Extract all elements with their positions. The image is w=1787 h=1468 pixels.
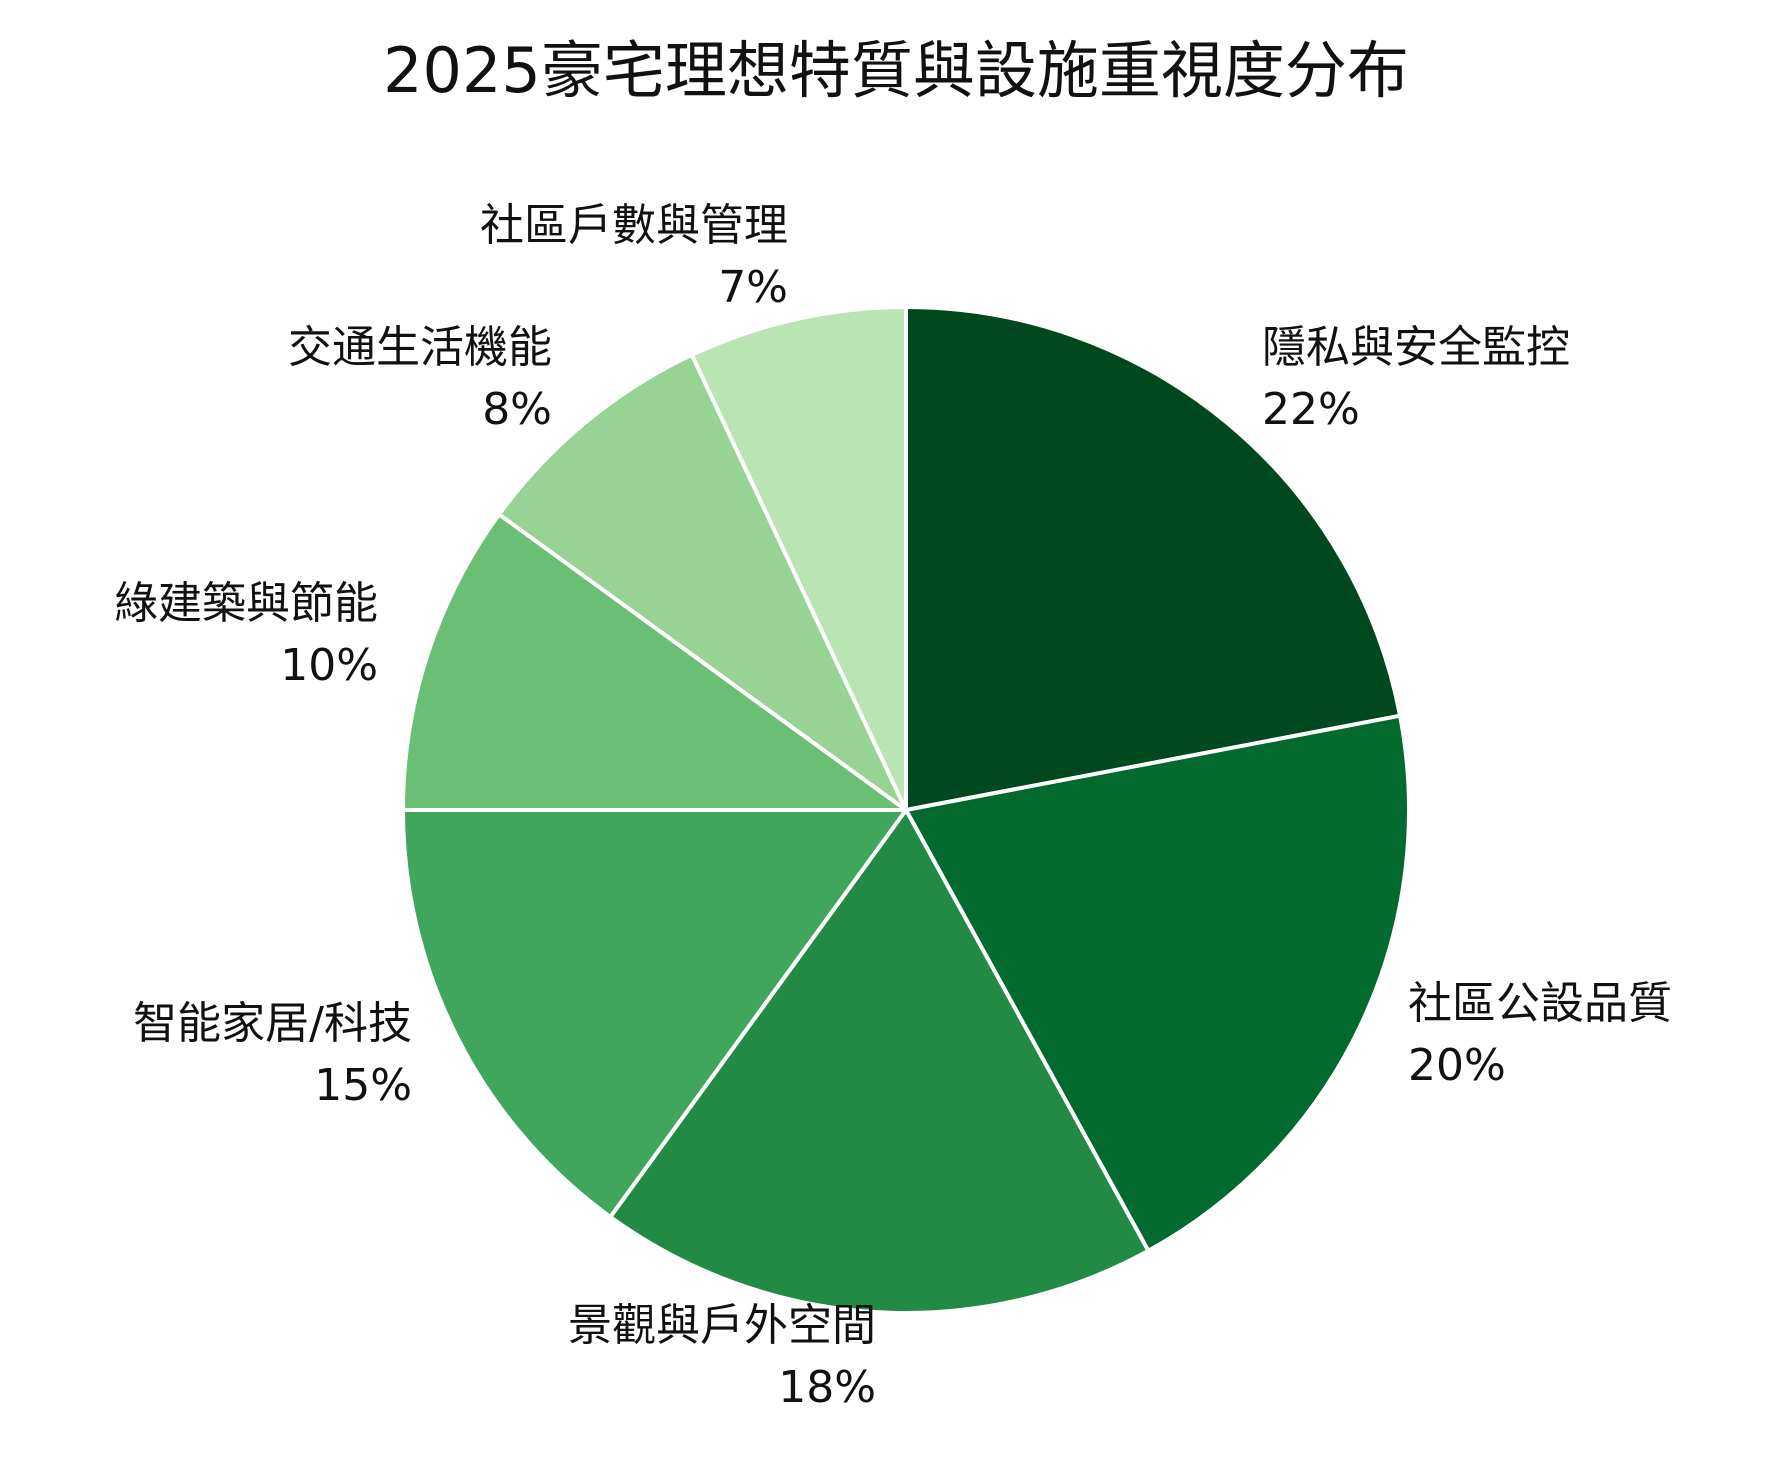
slice-percent-label: 20% (1408, 1040, 1506, 1091)
pie-slice (904, 713, 1411, 1253)
slice-label: 社區公設品質 (1408, 978, 1672, 1029)
pie-slice (904, 305, 1403, 812)
slice-percent-label: 10% (280, 640, 378, 691)
slice-label: 綠建築與節能 (114, 578, 378, 629)
chart-title: 2025豪宅理想特質與設施重視度分布 (383, 34, 1409, 107)
pie-slice (497, 352, 908, 812)
slice-label: 隱私與安全監控 (1262, 322, 1570, 373)
pie-slice (689, 305, 908, 812)
pie-slice (608, 808, 1151, 1315)
slice-percent-label: 8% (482, 384, 552, 435)
slice-labels: 隱私與安全監控 22% 社區公設品質 20% 景觀與戶外空間 18% 智能家居/科技 15% 綠… (114, 200, 1672, 1413)
pie-slice (401, 512, 908, 812)
slice-percent-label: 18% (778, 1362, 876, 1413)
slice-label: 交通生活機能 (288, 322, 552, 373)
slice-label: 景觀與戶外空間 (568, 1300, 876, 1351)
slice-label: 智能家居/科技 (133, 998, 412, 1049)
slice-percent-label: 15% (314, 1060, 412, 1111)
pie-slice (401, 808, 908, 1219)
slice-percent-label: 7% (718, 262, 788, 313)
pie-slices (401, 305, 1411, 1315)
slice-percent-label: 22% (1262, 384, 1360, 435)
slice-label: 社區戶數與管理 (480, 200, 788, 251)
